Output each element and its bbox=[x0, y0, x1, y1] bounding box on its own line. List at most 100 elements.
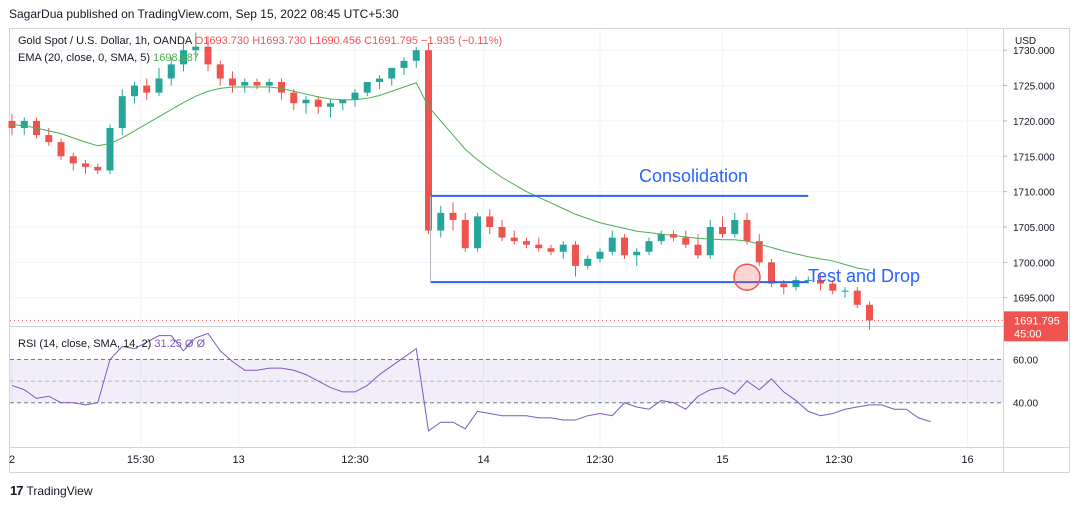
candle-body bbox=[204, 46, 212, 65]
candle-body bbox=[94, 166, 102, 171]
x-tick-label: 12:30 bbox=[341, 454, 369, 466]
candle-body bbox=[755, 241, 763, 263]
last-price-box bbox=[1004, 311, 1068, 342]
rsi-tick-label: 60.00 bbox=[1013, 355, 1038, 366]
open-value: O1693.730 bbox=[194, 35, 250, 47]
candle-body bbox=[559, 244, 567, 252]
candle-body bbox=[57, 142, 65, 157]
candle-body bbox=[523, 241, 530, 245]
ema-value: 1698.887 bbox=[153, 52, 200, 64]
candle-body bbox=[682, 237, 690, 245]
ema-label[interactable]: EMA (20, close, 0, SMA, 5) bbox=[18, 52, 151, 64]
symbol-label[interactable]: Gold Spot / U.S. Dollar, 1h, OANDA bbox=[18, 35, 192, 47]
test-marker-circle bbox=[733, 263, 761, 291]
rsi-value: 31.25 Ø Ø bbox=[154, 338, 206, 350]
x-tick-label: 14 bbox=[478, 454, 490, 466]
x-tick-label: 12:30 bbox=[825, 454, 853, 466]
candle-body bbox=[131, 85, 138, 97]
candle-body bbox=[706, 227, 714, 256]
candle-body bbox=[853, 290, 861, 305]
y-tick-label: 1720.000 bbox=[1013, 117, 1055, 128]
candle-body bbox=[376, 78, 383, 83]
candle-body bbox=[45, 135, 53, 143]
candle-body bbox=[694, 244, 702, 256]
candle-body bbox=[388, 67, 396, 79]
candle-body bbox=[69, 156, 77, 164]
x-tick-label: 12:30 bbox=[586, 454, 614, 466]
change-value: −1.935 (−0.11%) bbox=[421, 35, 503, 47]
candle-body bbox=[253, 82, 261, 86]
candle-body bbox=[461, 219, 469, 249]
candle-body bbox=[314, 99, 322, 107]
candle-body bbox=[584, 258, 592, 266]
y-tick-label: 1715.000 bbox=[1013, 152, 1055, 163]
y-tick-label: 1730.000 bbox=[1013, 46, 1055, 57]
candle-body bbox=[768, 262, 775, 284]
candle-body bbox=[278, 82, 285, 93]
low-value: L1690.456 bbox=[309, 35, 362, 47]
candle-body bbox=[547, 248, 555, 252]
y-tick-label: 1725.000 bbox=[1013, 82, 1055, 93]
symbol-legend: Gold Spot / U.S. Dollar, 1h, OANDA O1693… bbox=[18, 35, 502, 47]
candle-body bbox=[841, 290, 849, 292]
candle-body bbox=[829, 283, 837, 291]
candle-body bbox=[792, 280, 800, 288]
rsi-legend: RSI (14, close, SMA, 14, 2) 31.25 Ø Ø bbox=[18, 338, 205, 350]
y-tick-label: 1700.000 bbox=[1013, 258, 1055, 269]
x-tick-label: 15:30 bbox=[127, 454, 155, 466]
candle-body bbox=[339, 99, 347, 104]
candle-body bbox=[731, 219, 739, 235]
candle-body bbox=[167, 64, 175, 79]
candle-body bbox=[118, 96, 126, 128]
tradingview-logo-icon: 17 bbox=[10, 483, 24, 498]
y-tick-label: 1695.000 bbox=[1013, 294, 1055, 305]
rsi-line bbox=[11, 332, 931, 432]
candle-body bbox=[265, 82, 273, 86]
candle-body bbox=[449, 212, 457, 220]
candle-body bbox=[192, 46, 200, 51]
candle-body bbox=[719, 227, 726, 235]
countdown-label: 45:00 bbox=[1014, 328, 1042, 340]
candle-body bbox=[290, 92, 298, 104]
x-tick-label: 2 bbox=[9, 454, 15, 466]
publisher-line: SagarDua published on TradingView.com, S… bbox=[9, 7, 399, 21]
candle-body bbox=[180, 50, 187, 65]
ema-line bbox=[11, 82, 870, 271]
candle-body bbox=[143, 85, 151, 93]
candle-body bbox=[425, 50, 432, 231]
candle-body bbox=[363, 82, 371, 93]
candle-body bbox=[817, 280, 824, 284]
candle-body bbox=[498, 227, 506, 238]
currency-label: USD bbox=[1015, 36, 1036, 47]
rsi-label[interactable]: RSI (14, close, SMA, 14, 2) bbox=[18, 338, 152, 350]
tradingview-name: TradingView bbox=[26, 483, 93, 498]
candle-body bbox=[535, 244, 543, 249]
candle-body bbox=[743, 219, 751, 242]
candle-body bbox=[106, 128, 114, 171]
high-value: H1693.730 bbox=[252, 35, 307, 47]
chart-frame[interactable] bbox=[9, 28, 1070, 473]
x-tick-label: 13 bbox=[233, 454, 245, 466]
candle-body bbox=[486, 216, 494, 227]
candle-body bbox=[804, 280, 812, 282]
tradingview-brand[interactable]: 17 TradingView bbox=[10, 483, 93, 498]
y-tick-label: 1705.000 bbox=[1013, 223, 1055, 234]
candle-body bbox=[216, 64, 224, 79]
x-tick-label: 15 bbox=[716, 454, 728, 466]
test-and-drop-label: Test and Drop bbox=[808, 266, 921, 286]
candle-body bbox=[20, 120, 28, 128]
y-tick-label: 1710.000 bbox=[1013, 188, 1055, 199]
candle-body bbox=[866, 304, 873, 321]
candle-body bbox=[510, 237, 518, 242]
candle-body bbox=[229, 78, 236, 86]
candle-body bbox=[400, 60, 408, 68]
candle-body bbox=[657, 234, 665, 242]
candle-body bbox=[241, 82, 249, 86]
ema-legend: EMA (20, close, 0, SMA, 5) 1698.887 bbox=[18, 52, 199, 64]
candle-body bbox=[633, 251, 641, 256]
rsi-tick-label: 40.00 bbox=[1013, 399, 1038, 410]
candle-body bbox=[572, 244, 579, 266]
candle-body bbox=[351, 92, 359, 100]
close-value: C1691.795 bbox=[364, 35, 418, 47]
